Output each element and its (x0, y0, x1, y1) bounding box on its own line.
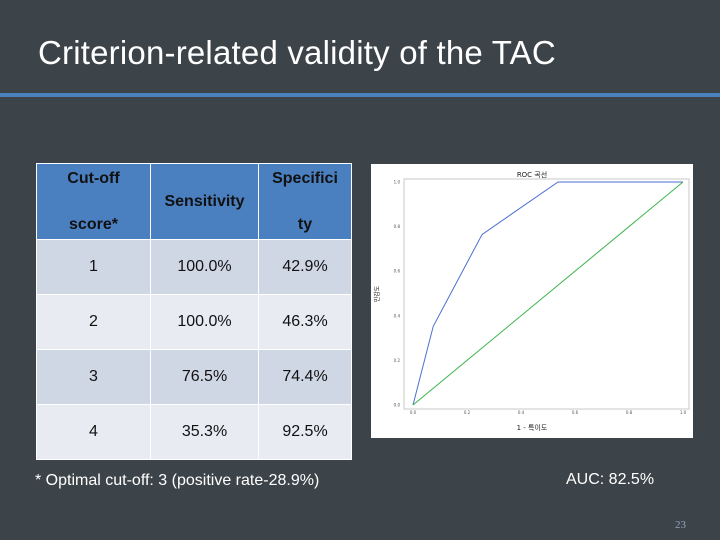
y-tick-label: 0.2 (394, 358, 401, 363)
table-header-row: Cut-off score* Sensitivity Specifici ty (36, 163, 352, 240)
x-tick-label: 0.0 (410, 410, 417, 415)
cell-specificity: 74.4% (258, 349, 352, 405)
cell-cutoff: 3 (36, 349, 151, 405)
x-tick-label: 0.4 (518, 410, 525, 415)
header-cutoff: Cut-off score* (36, 163, 151, 240)
roc-chart: ROC 곡선 1 - 특이도 민감도 0.0 0.2 0.4 0.6 0.8 1.00.0… (371, 164, 693, 438)
chart-title: ROC 곡선 (517, 170, 547, 179)
header-sensitivity-label: Sensitivity (164, 192, 245, 210)
cell-sensitivity: 35.3% (150, 404, 259, 460)
cell-sensitivity: 76.5% (150, 349, 259, 405)
y-tick-label: 0.6 (394, 269, 401, 274)
y-tick-label: 0.8 (394, 224, 401, 229)
cutoff-footnote: * Optimal cut-off: 3 (positive rate-28.9… (35, 472, 320, 489)
table-row: 3 76.5% 74.4% (36, 349, 352, 405)
slide-number: 23 (675, 519, 686, 531)
cell-specificity: 46.3% (258, 294, 352, 350)
cell-cutoff: 2 (36, 294, 151, 350)
header-cutoff-line2: score* (69, 215, 118, 233)
y-tick-label: 0.4 (394, 313, 401, 318)
y-tick-label: 1.0 (394, 180, 401, 185)
table-row: 4 35.3% 92.5% (36, 404, 352, 460)
chart-series (412, 181, 684, 406)
header-specificity-line1: Specifici (272, 169, 338, 187)
header-sensitivity: Sensitivity (150, 163, 259, 240)
x-tick-label: 1.0 (680, 410, 687, 415)
cell-specificity: 92.5% (258, 404, 352, 460)
x-tick-label: 0.6 (572, 410, 579, 415)
title-underline (0, 93, 720, 97)
table-row: 1 100.0% 42.9% (36, 239, 352, 295)
axis-ticks: 0.0 0.2 0.4 0.6 0.8 1.0 0.0 0.2 0.4 0.6 0.8 1.0 (394, 180, 687, 416)
plot-frame (403, 178, 690, 410)
cell-cutoff: 1 (36, 239, 151, 295)
validity-table: Cut-off score* Sensitivity Specifici ty … (36, 163, 352, 460)
reference-diagonal-line (412, 181, 684, 406)
header-specificity: Specifici ty (258, 163, 352, 240)
x-axis-label: 1 - 특이도 (517, 423, 548, 432)
cell-specificity: 42.9% (258, 239, 352, 295)
cell-sensitivity: 100.0% (150, 239, 259, 295)
auc-label: AUC: 82.5% (566, 471, 655, 488)
x-tick-label: 0.8 (626, 410, 633, 415)
slide-title: Criterion-related validity of the TAC (38, 34, 556, 71)
header-specificity-line2: ty (297, 215, 313, 233)
y-tick-label: 0.0 (394, 403, 401, 408)
x-tick-label: 0.2 (464, 410, 471, 415)
cell-cutoff: 4 (36, 404, 151, 460)
cell-sensitivity: 100.0% (150, 294, 259, 350)
chart-background (371, 164, 693, 438)
table-row: 2 100.0% 46.3% (36, 294, 352, 350)
roc-chart-panel: ROC 곡선 1 - 특이도 민감도 0.0 0.2 0.4 0.6 0.8 1.0 0.0… (371, 164, 693, 438)
y-axis-label: 민감도 (373, 285, 381, 302)
header-cutoff-line1: Cut-off (67, 169, 120, 187)
roc-curve-line (412, 181, 683, 406)
